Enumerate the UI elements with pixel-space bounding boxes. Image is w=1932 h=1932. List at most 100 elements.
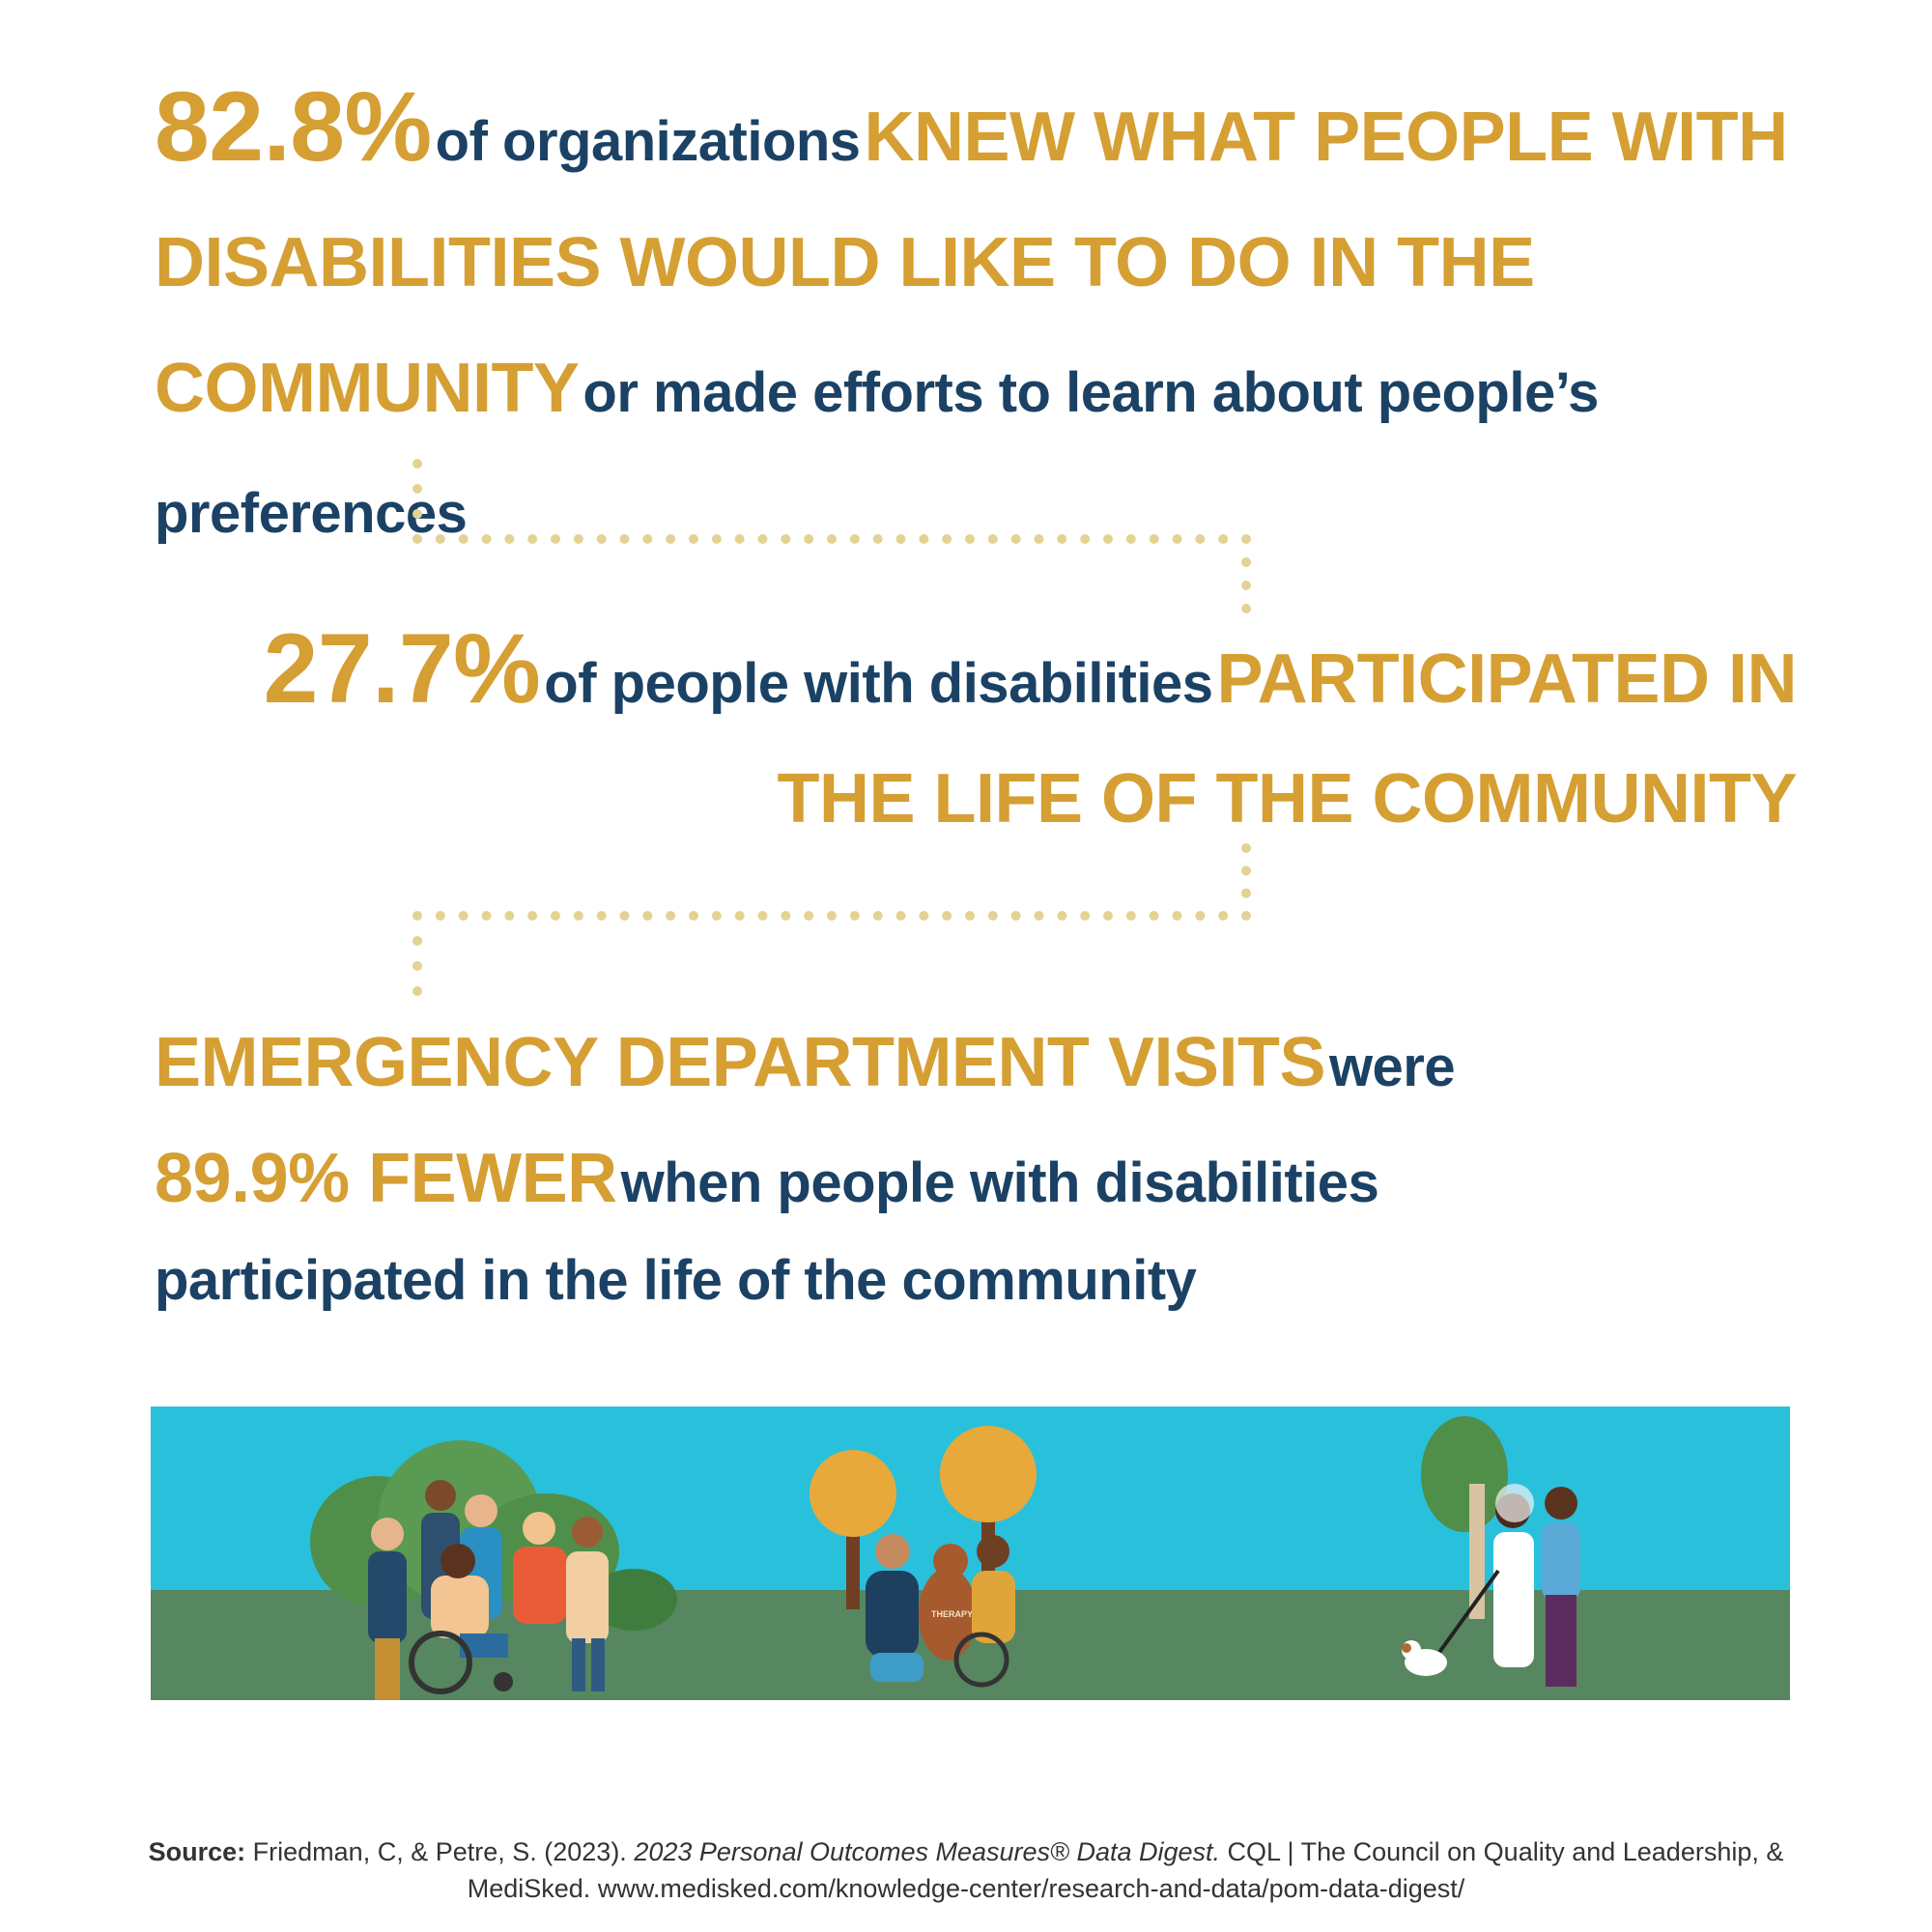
connector-dot (551, 534, 560, 544)
connector-dot (412, 534, 422, 544)
connector-dot (412, 911, 422, 921)
connector-dot (1241, 866, 1251, 876)
connector-dot (412, 936, 422, 946)
stat1-percent: 82.8% (155, 71, 432, 182)
connector-dot (1034, 911, 1044, 921)
connector-dot (1241, 843, 1251, 853)
connector-dot (1149, 911, 1159, 921)
connector-dot (412, 986, 422, 996)
connector-dot (689, 534, 698, 544)
source-url[interactable]: www.medisked.com/knowledge-center/resear… (597, 1874, 1465, 1903)
connector-dot (1057, 911, 1067, 921)
connector-dot (987, 911, 998, 921)
connector-dot (734, 911, 745, 921)
connector-dot (895, 911, 906, 921)
connector-dot (527, 911, 538, 921)
connector-dot (757, 534, 768, 544)
connector-dot (1218, 911, 1229, 921)
source-org: CQL | The Council on Quality and Leaders… (467, 1837, 1784, 1903)
connector-dot (481, 534, 492, 544)
connector-dot (849, 911, 860, 921)
connector-dot (642, 534, 653, 544)
connector-dot (987, 534, 998, 544)
connector-dot (504, 911, 515, 921)
connector-dot (1057, 534, 1067, 544)
connector-dot (872, 534, 883, 544)
connector-dot (965, 911, 975, 921)
stat2-highlight: PARTICIPATED IN THE LIFE OF THE COMMUNIT… (777, 640, 1798, 838)
connector-dot (942, 534, 952, 544)
connector-dot (827, 911, 837, 921)
connector-dot (551, 911, 560, 921)
connector-dot (1125, 911, 1136, 921)
source-citation: Source: Friedman, C, & Petre, S. (2023).… (97, 1833, 1835, 1907)
stat3-highlight-a: EMERGENCY DEPARTMENT VISITS (155, 1024, 1325, 1101)
connector-dot (642, 911, 653, 921)
stat3-text-a: were (1328, 1036, 1456, 1098)
dog-vest-label: THERAPY (931, 1609, 973, 1619)
stat1-highlight: KNEW WHAT PEOPLE WITH DISABILITIES WOULD… (155, 99, 1788, 427)
connector-dot (849, 534, 860, 544)
connector-dot (527, 534, 538, 544)
stat3-highlight-b: 89.9% FEWER (155, 1140, 617, 1217)
connector-dot (872, 911, 883, 921)
therapy-dog-illustration: THERAPY (810, 1426, 1037, 1688)
connector-dot (1172, 911, 1182, 921)
stat-emergency-visits: EMERGENCY DEPARTMENT VISITS were 89.9% F… (155, 1014, 1797, 1316)
connector-dot (596, 534, 607, 544)
community-illustration: THERAPY (151, 1406, 1790, 1700)
connector-dot (573, 911, 583, 921)
connector-dot (757, 911, 768, 921)
connector-dot (781, 911, 791, 921)
connector-dot (1103, 534, 1113, 544)
connector-dot (942, 911, 952, 921)
connector-dot (412, 509, 422, 519)
connector-dot (1034, 534, 1044, 544)
connector-dot (711, 534, 722, 544)
connector-dot (1103, 911, 1113, 921)
connector-dot (1195, 911, 1206, 921)
connector-dot (689, 911, 698, 921)
connector-dot (412, 459, 422, 469)
connector-dot (504, 534, 515, 544)
connector-dot (1241, 604, 1251, 613)
connector-dot (481, 911, 492, 921)
connector-dot (1125, 534, 1136, 544)
source-authors: Friedman, C, & Petre, S. (2023). (252, 1837, 627, 1866)
connector-dot (458, 911, 469, 921)
connector-dot (458, 534, 469, 544)
connector-dot (1080, 911, 1091, 921)
source-label: Source: (148, 1837, 246, 1866)
stat-participated: 27.7% of people with disabilities PARTIC… (213, 618, 1798, 868)
connector-dot (412, 961, 422, 971)
connector-dot (711, 911, 722, 921)
connector-dot (895, 534, 906, 544)
connector-dot (1172, 534, 1182, 544)
connector-dot (965, 534, 975, 544)
stat1-text-a: of organizations (435, 110, 861, 173)
connector-dot (573, 534, 583, 544)
connector-dot (435, 534, 445, 544)
connector-dot (1080, 534, 1091, 544)
connector-dot (919, 911, 929, 921)
connector-dot (596, 911, 607, 921)
connector-dot (827, 534, 837, 544)
connector-dot (1241, 888, 1251, 898)
connector-dot (666, 534, 676, 544)
connector-dot (781, 534, 791, 544)
connector-dot (435, 911, 445, 921)
connector-dot (1010, 911, 1021, 921)
connector-dot (412, 484, 422, 494)
connector-dot (804, 534, 814, 544)
stat2-percent: 27.7% (263, 613, 541, 724)
connector-dot (619, 534, 630, 544)
couple-walking-dog-illustration (1402, 1416, 1580, 1687)
connector-dot (1241, 557, 1251, 567)
connector-dot (666, 911, 676, 921)
group-of-friends-illustration (310, 1440, 677, 1700)
connector-dot (919, 534, 929, 544)
connector-dot (1195, 534, 1206, 544)
connector-dot (1241, 534, 1251, 544)
connector-dot (804, 911, 814, 921)
